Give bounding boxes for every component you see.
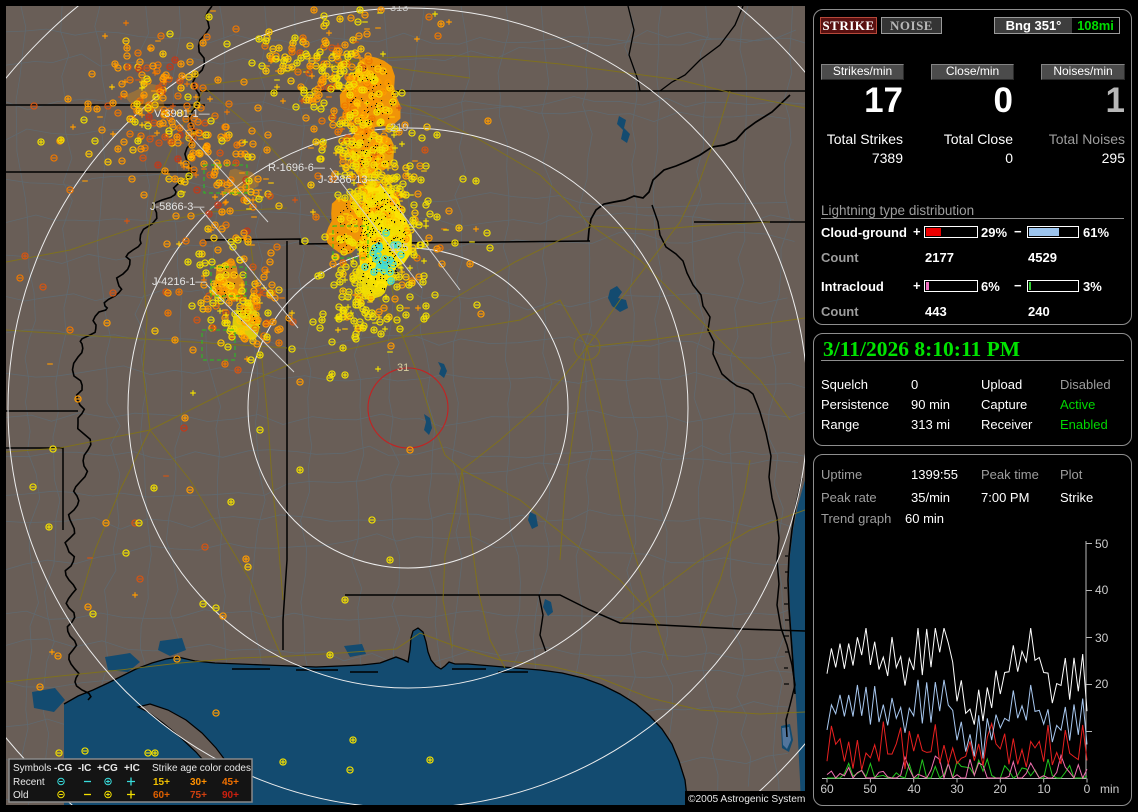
svg-text:125: 125	[390, 242, 408, 254]
svg-text:©2005 Astrogenic Systems: ©2005 Astrogenic Systems	[688, 794, 805, 805]
svg-text:60+: 60+	[153, 790, 170, 801]
svg-text:31: 31	[397, 362, 409, 374]
svg-text:30: 30	[950, 782, 964, 796]
svg-text:45+: 45+	[222, 777, 239, 788]
svg-text:J-4216-1—: J-4216-1—	[152, 276, 206, 288]
svg-text:50: 50	[1095, 537, 1109, 551]
svg-text:40: 40	[907, 782, 921, 796]
svg-text:20: 20	[993, 782, 1007, 796]
svg-text:15+: 15+	[153, 777, 170, 788]
svg-text:+IC: +IC	[124, 763, 140, 774]
svg-text:Symbols: Symbols	[13, 763, 51, 774]
svg-text:75+: 75+	[190, 790, 207, 801]
svg-text:R-1696-6—: R-1696-6—	[268, 162, 325, 174]
svg-text:Strike age color codes: Strike age color codes	[152, 763, 251, 774]
svg-text:J-5866-3—: J-5866-3—	[150, 201, 204, 213]
svg-text:313: 313	[390, 6, 408, 14]
svg-text:+CG: +CG	[97, 763, 118, 774]
svg-text:-IC: -IC	[78, 763, 91, 774]
svg-text:V-3981-1—: V-3981-1—	[154, 108, 210, 120]
svg-text:50: 50	[863, 782, 877, 796]
svg-text:Recent: Recent	[13, 777, 45, 788]
svg-text:40: 40	[1095, 583, 1109, 597]
svg-text:90+: 90+	[222, 790, 239, 801]
svg-text:min: min	[1100, 782, 1119, 796]
svg-text:60: 60	[820, 782, 834, 796]
svg-text:30: 30	[1095, 631, 1109, 645]
svg-text:30+: 30+	[190, 777, 207, 788]
svg-text:20: 20	[1095, 677, 1109, 691]
svg-text:0: 0	[1084, 782, 1091, 796]
svg-text:J-3286-13—: J-3286-13—	[318, 174, 379, 186]
svg-text:219: 219	[390, 122, 408, 134]
svg-text:10: 10	[1037, 782, 1051, 796]
svg-text:-CG: -CG	[54, 763, 73, 774]
svg-text:Old: Old	[13, 790, 29, 801]
